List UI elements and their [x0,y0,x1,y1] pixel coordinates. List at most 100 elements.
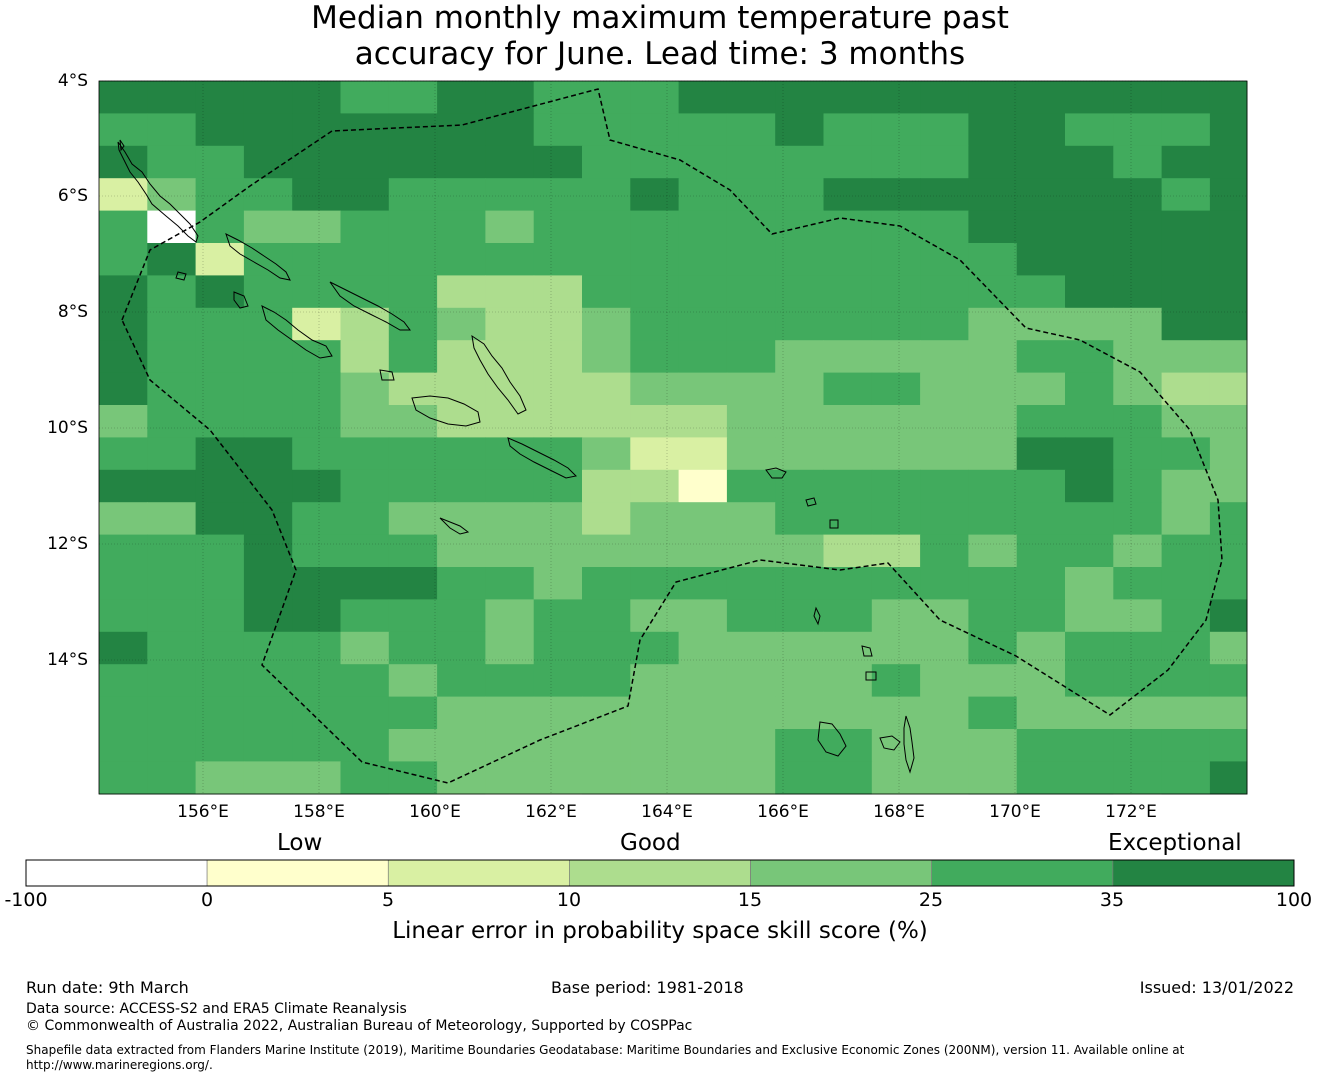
heatmap-cell [582,761,631,795]
heatmap-cell [243,599,293,633]
heatmap-cell [871,761,921,795]
heatmap-cell [920,567,969,600]
heatmap-cell [437,664,486,698]
lon-label: 156°E [177,802,229,822]
heatmap-cell [340,469,390,503]
heatmap-cell [630,145,680,179]
coastline-vanua-lava [861,645,873,657]
heatmap-cell [437,437,486,471]
heatmap-cell [292,469,341,503]
heatmap-cell [437,599,486,633]
heatmap-cell [437,729,486,762]
heatmap-cell [147,81,197,114]
heatmap-cell [823,145,873,179]
colorbar-category-low: Low [277,830,323,856]
heatmap-cell [630,243,680,276]
heatmap-cell [533,599,583,633]
heatmap-cell [99,275,148,309]
heatmap-cell [243,729,293,762]
heatmap-cell [243,631,293,665]
heatmap-cell [195,664,245,698]
heatmap-cell [340,599,390,633]
heatmap-cell [678,178,728,212]
heatmap-cell [1161,567,1211,600]
heatmap-cell [968,178,1018,212]
heatmap-cell [388,696,438,730]
heatmap-cell [630,210,680,244]
heatmap-cell [437,81,486,114]
heatmap-cell [1065,437,1114,471]
heatmap-cell [871,340,921,374]
heatmap-cell [1161,437,1211,471]
heatmap-cell [630,81,680,114]
heatmap-cell [147,631,197,665]
heatmap-cell [630,502,680,536]
heatmap-cell [388,469,438,503]
heatmap-cell [775,534,824,568]
heatmap-cell [485,210,535,244]
lat-label: 6°S [57,186,88,206]
heatmap-cell [678,664,728,698]
heatmap-cell [968,729,1018,762]
heatmap-cell [147,145,197,179]
heatmap-cell [1209,178,1248,212]
heatmap-cell [243,113,293,147]
colorbar-tick: 5 [381,889,395,911]
heatmap-cell [147,534,197,568]
heatmap-cell [678,729,728,762]
heatmap-cell [968,664,1018,698]
heatmap-cell [726,696,776,730]
heatmap-cell [1161,113,1211,147]
heatmap-cell [533,534,583,568]
shapefile-credit: Shapefile data extracted from Flanders M… [26,1043,1185,1072]
heatmap-cell [871,275,921,309]
heatmap-cell [388,534,438,568]
coastline-shortland [175,271,187,281]
heatmap-cell [147,243,197,276]
heatmap-cell [920,599,969,633]
heatmap-cell [582,145,631,179]
lon-label: 172°E [1105,802,1157,822]
coastline-duff [805,497,817,507]
heatmap-cell [1161,631,1211,665]
heatmap-cell [726,761,776,795]
heatmap-cell [292,307,341,341]
heatmap-cell [726,113,776,147]
heatmap-cell [1016,664,1066,698]
heatmap-cell [388,599,438,633]
data-source: Data source: ACCESS-S2 and ERA5 Climate … [26,1001,407,1017]
colorbar [25,859,1295,887]
heatmap-cell [99,372,148,406]
heatmap-cell [678,534,728,568]
heatmap-cell [533,405,583,438]
heatmap-cell [388,145,438,179]
heatmap-cell [871,729,921,762]
heatmap-cell [147,761,197,795]
heatmap-cell [726,145,776,179]
heatmap-cell [340,567,390,600]
heatmap-cell [340,437,390,471]
heatmap-cell [968,696,1018,730]
heatmap-cell [630,729,680,762]
heatmap-cell [823,81,873,114]
heatmap-cell [533,243,583,276]
heatmap-cell [968,567,1018,600]
heatmap-cell [871,210,921,244]
heatmap-cell [1161,664,1211,698]
lon-label: 166°E [757,802,809,822]
heatmap-cell [147,113,197,147]
heatmap-cell [195,210,245,244]
heatmap-cell [1065,599,1114,633]
heatmap-cell [99,210,148,244]
heatmap-cell [147,502,197,536]
heatmap-cell [775,729,824,762]
colorbar-swatch [387,859,570,887]
heatmap-cell [533,145,583,179]
heatmap-cell [1065,405,1114,438]
heatmap-cell [1113,761,1163,795]
heatmap-cell [920,761,969,795]
heatmap-cell [1065,631,1114,665]
colorbar-tick: 25 [918,889,944,911]
heatmap-cell [1016,437,1066,471]
heatmap-cell [292,210,341,244]
